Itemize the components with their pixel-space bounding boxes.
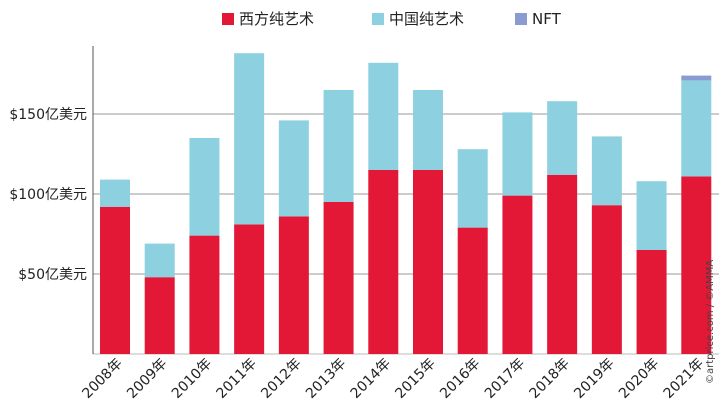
y-tick-labels: $50亿美元 $100亿美元 $150亿美元	[9, 107, 87, 283]
bar-segment	[457, 149, 488, 228]
x-tick-label: 2012年	[258, 356, 304, 402]
bar-segment	[189, 235, 220, 354]
x-tick-labels: 2008年2009年2010年2011年2012年2013年2014年2015年…	[79, 356, 707, 402]
x-tick-label: 2009年	[124, 356, 170, 402]
legend: 西方纯艺术 中国纯艺术 NFT	[222, 10, 562, 28]
bar-segment	[368, 170, 399, 354]
y-tick-label: $50亿美元	[18, 267, 87, 283]
bar-segment	[278, 216, 309, 354]
gridlines	[93, 113, 719, 355]
x-tick-label: 2021年	[661, 356, 707, 402]
bar-segment	[636, 181, 667, 250]
bar-segment	[100, 179, 130, 207]
x-tick-label: 2016年	[437, 356, 483, 402]
bar-segment	[547, 101, 578, 175]
x-tick-label: 2018年	[527, 356, 573, 402]
bar-segment	[636, 250, 667, 354]
bar-segment	[681, 80, 712, 177]
x-tick-label: 2017年	[482, 356, 528, 402]
legend-label: NFT	[532, 10, 562, 28]
legend-label: 西方纯艺术	[239, 10, 314, 28]
copyright-credit: ©artprice.com / ©AMMA	[705, 260, 716, 384]
bar-segment	[144, 277, 175, 354]
bar-segment	[144, 243, 175, 278]
bar-segment	[502, 112, 533, 196]
x-tick-label: 2020年	[616, 356, 662, 402]
bar-segment	[278, 120, 309, 217]
y-tick-label: $150亿美元	[9, 107, 87, 123]
bar-segment	[547, 174, 578, 354]
x-tick-label: 2008年	[79, 356, 125, 402]
bar-segment	[368, 62, 399, 170]
x-tick-label: 2011年	[214, 356, 260, 402]
bar-segment	[413, 90, 443, 170]
bar-segment	[189, 138, 220, 236]
bar-segment	[591, 136, 622, 206]
bar-segment	[413, 170, 443, 354]
legend-swatch	[222, 13, 234, 25]
x-tick-label: 2014年	[348, 356, 394, 402]
bar-segment	[681, 75, 712, 81]
bar-segment	[457, 227, 488, 354]
y-tick-label: $100亿美元	[9, 187, 87, 203]
bar-segment	[100, 206, 130, 354]
bar-segment	[234, 53, 265, 225]
bar-segment	[234, 224, 265, 354]
bar-segment	[323, 90, 354, 202]
x-tick-label: 2019年	[571, 356, 617, 402]
legend-label: 中国纯艺术	[389, 10, 464, 28]
x-tick-label: 2013年	[303, 356, 349, 402]
x-tick-label: 2010年	[169, 356, 215, 402]
x-tick-label: 2015年	[392, 356, 438, 402]
bar-segment	[591, 205, 622, 354]
bars	[100, 53, 712, 354]
bar-segment	[323, 202, 354, 354]
bar-segment	[681, 176, 712, 354]
legend-swatch	[372, 13, 384, 25]
bar-segment	[502, 195, 533, 354]
legend-swatch	[515, 13, 527, 25]
